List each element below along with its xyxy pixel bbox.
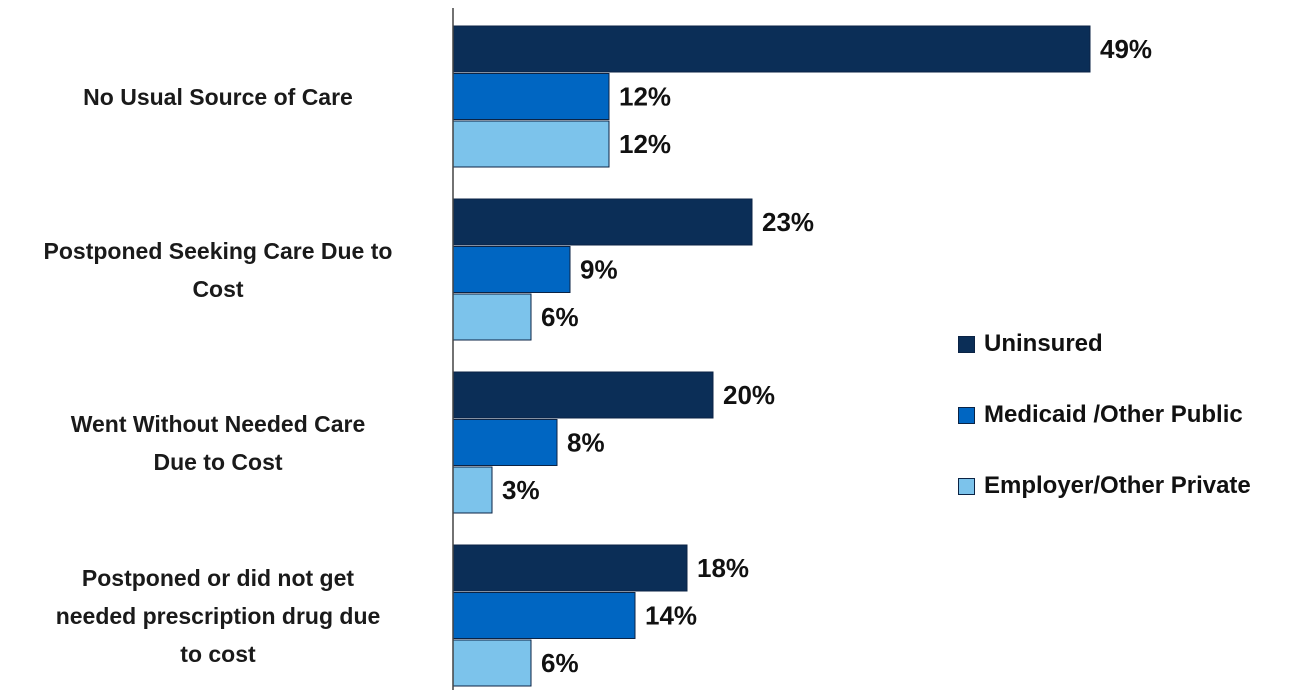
value-label-employer-3: 6% — [541, 648, 579, 678]
value-labels-group: 49%12%12%23%9%6%20%8%3%18%14%6% — [502, 34, 1152, 678]
bar-employer-2 — [452, 466, 493, 514]
legend: Uninsured Medicaid /Other Public Employe… — [958, 326, 1251, 539]
value-label-medicaid-1: 9% — [580, 255, 618, 285]
category-label-line: No Usual Source of Care — [83, 83, 353, 110]
category-label-3: Postponed or did not get needed prescript… — [8, 559, 428, 673]
bar-medicaid-3 — [452, 592, 636, 639]
bar-employer-3 — [452, 639, 532, 687]
category-label-line: Postponed Seeking Care Due to — [43, 237, 393, 264]
category-label-line: Cost — [192, 275, 244, 302]
bar-medicaid-0 — [452, 73, 610, 120]
bar-employer-1 — [452, 293, 532, 341]
value-label-employer-2: 3% — [502, 475, 540, 505]
legend-item-medicaid: Medicaid /Other Public — [958, 397, 1251, 433]
legend-swatch-medicaid — [958, 406, 975, 424]
category-label-2: Went Without Needed Care Due to Cost — [8, 405, 428, 481]
bars-group — [452, 25, 1091, 687]
bar-medicaid-1 — [452, 246, 571, 293]
legend-label-employer: Employer/Other Private — [984, 472, 1251, 499]
category-label-line: Postponed or did not get — [81, 564, 355, 591]
category-label-line: needed prescription drug due — [55, 602, 381, 629]
bar-employer-0 — [452, 120, 610, 168]
value-label-employer-1: 6% — [541, 302, 579, 332]
legend-swatch-uninsured — [958, 335, 975, 353]
value-label-uninsured-2: 20% — [723, 380, 775, 410]
value-label-uninsured-1: 23% — [762, 207, 814, 237]
bar-uninsured-1 — [452, 198, 753, 246]
bar-uninsured-3 — [452, 544, 688, 592]
category-label-line: Due to Cost — [153, 448, 283, 475]
category-label-line: to cost — [180, 640, 256, 667]
legend-label-medicaid: Medicaid /Other Public — [984, 401, 1243, 428]
value-label-uninsured-0: 49% — [1100, 34, 1152, 64]
value-label-medicaid-0: 12% — [619, 82, 671, 112]
legend-label-uninsured: Uninsured — [984, 330, 1103, 357]
legend-swatch-employer — [958, 477, 975, 495]
category-label-line: Went Without Needed Care — [70, 410, 366, 437]
bar-uninsured-2 — [452, 371, 714, 419]
category-label-1: Postponed Seeking Care Due to Cost — [8, 232, 428, 308]
category-label-0: No Usual Source of Care — [8, 78, 428, 116]
value-label-employer-0: 12% — [619, 129, 671, 159]
value-label-uninsured-3: 18% — [697, 553, 749, 583]
legend-item-employer: Employer/Other Private — [958, 468, 1251, 504]
bar-uninsured-0 — [452, 25, 1091, 73]
legend-item-uninsured: Uninsured — [958, 326, 1251, 362]
bar-medicaid-2 — [452, 419, 558, 466]
value-label-medicaid-3: 14% — [645, 601, 697, 631]
value-label-medicaid-2: 8% — [567, 428, 605, 458]
